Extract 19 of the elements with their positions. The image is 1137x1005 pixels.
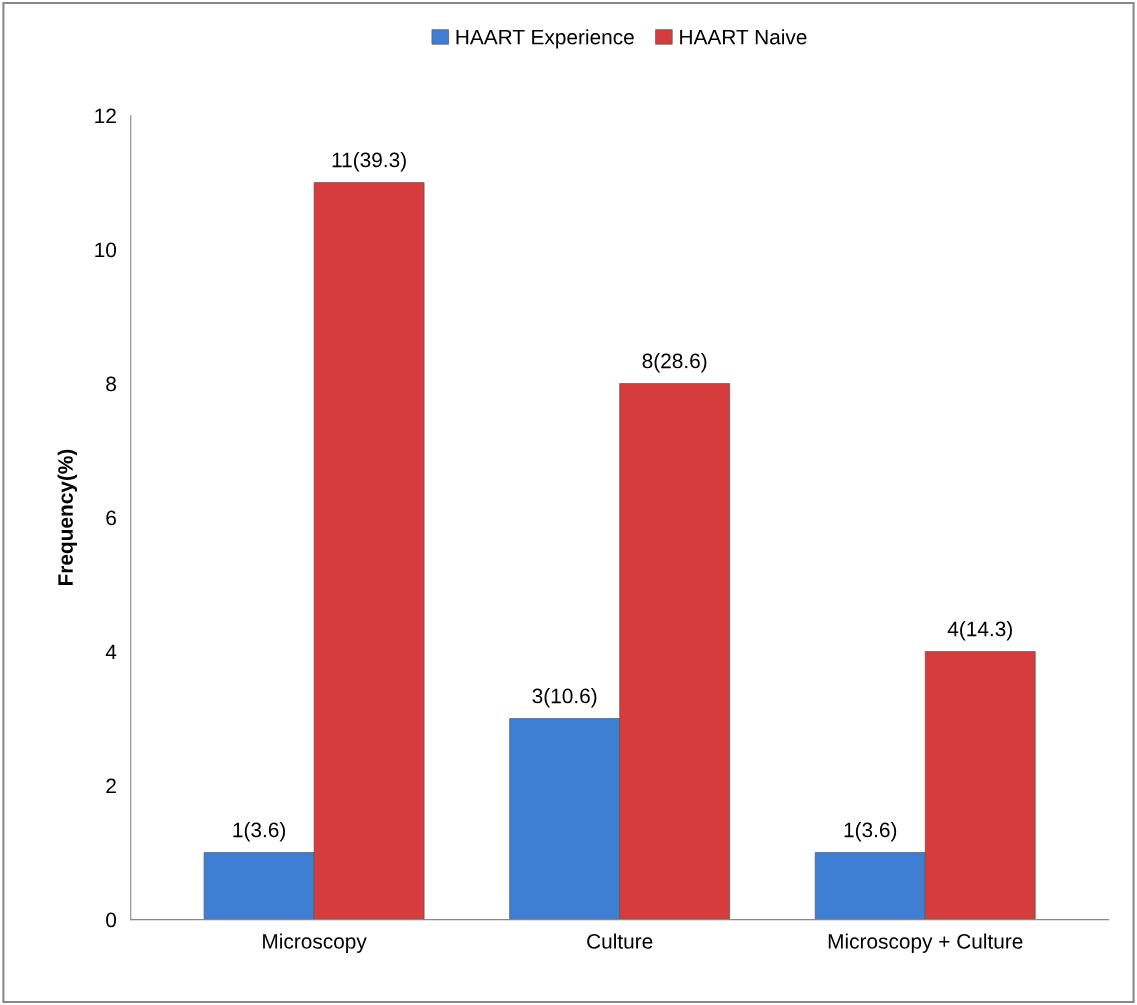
- y-tick-label: 2: [106, 778, 116, 794]
- data-label: 8(28.6): [642, 353, 707, 373]
- y-axis-title: Frequency(%): [57, 449, 78, 586]
- x-tick-label: Microscopy: [263, 933, 367, 953]
- legend-label: HAART Experience: [456, 29, 634, 49]
- y-tick-label: 6: [106, 510, 116, 526]
- data-label: 4(14.3): [947, 621, 1012, 641]
- data-label: 3(10.6): [532, 688, 597, 708]
- y-tick-label: 0: [106, 912, 117, 928]
- y-tick-label: 8: [106, 376, 116, 392]
- data-label: 1(3.6): [233, 822, 286, 842]
- y-tick-label: 12: [95, 108, 116, 124]
- y-tick-label: 4: [105, 644, 117, 660]
- x-tick-label: Culture: [587, 933, 653, 949]
- legend-label: HAART Naive: [680, 29, 807, 45]
- data-label: 1(3.6): [844, 822, 897, 842]
- x-tick-label: Microscopy + Culture: [828, 933, 1023, 953]
- y-tick-label: 10: [95, 242, 117, 258]
- data-label: 11(39.3): [332, 152, 406, 172]
